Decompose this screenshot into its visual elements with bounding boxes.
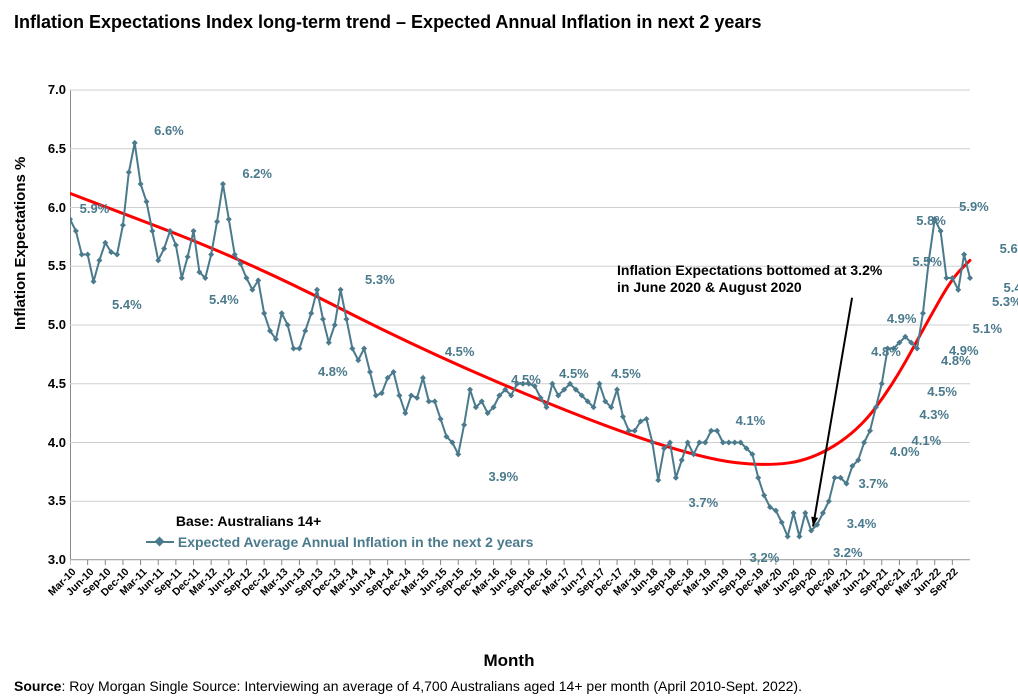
value-label: 3.7%	[858, 476, 888, 491]
value-label: 5.4%	[209, 292, 239, 307]
legend-marker-icon	[154, 537, 164, 547]
value-label: 4.1%	[912, 433, 942, 448]
value-label: 5.9%	[959, 199, 989, 214]
source-line: Source: Roy Morgan Single Source: Interv…	[14, 678, 802, 694]
value-label: 4.5%	[927, 384, 957, 399]
value-label: 3.2%	[750, 550, 780, 565]
annotation-line2: in June 2020 & August 2020	[617, 279, 802, 295]
value-label: 3.9%	[489, 469, 519, 484]
y-tick-label: 3.5	[26, 493, 66, 508]
y-tick-label: 5.5	[26, 258, 66, 273]
value-label: 4.9%	[949, 343, 979, 358]
chart-title: Inflation Expectations Index long-term t…	[0, 0, 1018, 45]
y-tick-label: 3.0	[26, 552, 66, 567]
value-label: 3.7%	[689, 495, 719, 510]
value-label: 5.5%	[912, 254, 942, 269]
value-label: 6.6%	[154, 123, 184, 138]
legend-text: Expected Average Annual Inflation in the…	[178, 534, 534, 550]
y-axis-title: Inflation Expectations %	[12, 157, 29, 330]
value-label: 5.4%	[112, 297, 142, 312]
value-label: 5.3%	[992, 294, 1018, 309]
value-label: 4.5%	[511, 372, 541, 387]
y-tick-label: 6.5	[26, 141, 66, 156]
value-label: 5.4%	[1004, 280, 1018, 295]
base-text: Base: Australians 14+	[176, 513, 321, 529]
source-text: : Roy Morgan Single Source: Interviewing…	[61, 678, 802, 694]
y-tick-label: 4.5	[26, 376, 66, 391]
x-axis-title: Month	[0, 651, 1018, 671]
value-label: 4.8%	[318, 364, 348, 379]
y-tick-label: 6.0	[26, 200, 66, 215]
value-label: 5.1%	[972, 321, 1002, 336]
value-label: 3.2%	[833, 545, 863, 560]
value-label: 4.8%	[871, 344, 901, 359]
y-tick-label: 5.0	[26, 317, 66, 332]
value-label: 4.5%	[445, 344, 475, 359]
annotation-text: Inflation Expectations bottomed at 3.2%i…	[617, 262, 882, 297]
legend: Expected Average Annual Inflation in the…	[146, 534, 534, 550]
value-label: 5.8%	[916, 213, 946, 228]
value-label: 3.4%	[847, 516, 877, 531]
value-label: 4.5%	[559, 366, 589, 381]
value-label: 4.3%	[919, 407, 949, 422]
value-label: 4.5%	[611, 366, 641, 381]
source-label: Source	[14, 678, 61, 694]
value-label: 6.2%	[242, 166, 272, 181]
value-label: 4.1%	[736, 413, 766, 428]
value-label: 5.3%	[365, 272, 395, 287]
value-label: 5.6%	[1000, 241, 1018, 256]
y-tick-label: 4.0	[26, 435, 66, 450]
legend-line-icon	[146, 541, 174, 543]
y-tick-label: 7.0	[26, 82, 66, 97]
value-label: 5.9%	[80, 201, 110, 216]
annotation-line1: Inflation Expectations bottomed at 3.2%	[617, 262, 882, 278]
value-label: 4.9%	[887, 311, 917, 326]
